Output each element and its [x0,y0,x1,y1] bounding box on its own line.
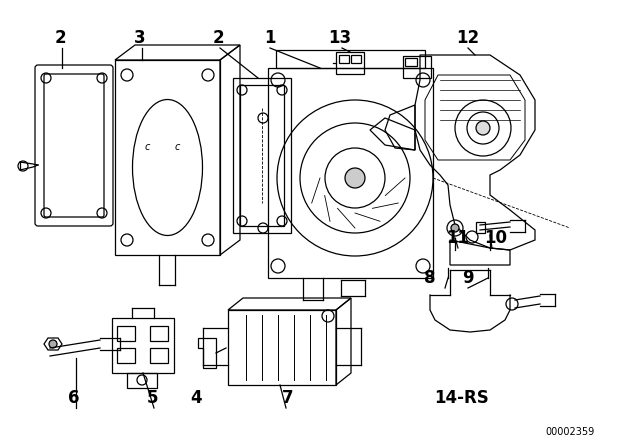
Text: 6: 6 [68,389,80,407]
Text: 14-RS: 14-RS [435,389,490,407]
Bar [117,348,135,363]
Text: 11: 11 [447,229,470,247]
Text: 1: 1 [264,29,276,47]
Text: c: c [145,142,150,152]
Bar [112,318,174,373]
Text: 10: 10 [484,229,508,247]
Text: 9: 9 [462,269,474,287]
Circle shape [451,224,459,232]
Text: 12: 12 [456,29,479,47]
Bar [115,60,220,255]
Text: 2: 2 [54,29,66,47]
Bar [150,348,168,363]
Circle shape [345,168,365,188]
Circle shape [476,121,490,135]
Bar [336,52,364,74]
Bar [351,55,361,63]
Text: 13: 13 [328,29,351,47]
Text: 3: 3 [134,29,146,47]
Bar [117,326,135,341]
Bar [405,58,417,66]
Bar [127,373,157,388]
Bar [233,78,291,233]
Bar [268,68,433,278]
Text: 2: 2 [212,29,224,47]
Text: c: c [175,142,180,152]
Text: 5: 5 [147,389,159,407]
Text: 4: 4 [190,389,202,407]
Bar [228,310,336,385]
Text: 7: 7 [282,389,294,407]
Bar [150,326,168,341]
Text: 8: 8 [424,269,436,287]
Bar [276,50,425,68]
Bar [240,85,284,226]
Text: 00002359: 00002359 [545,427,595,437]
Circle shape [49,340,57,348]
Bar [339,55,349,63]
Bar [403,56,431,78]
